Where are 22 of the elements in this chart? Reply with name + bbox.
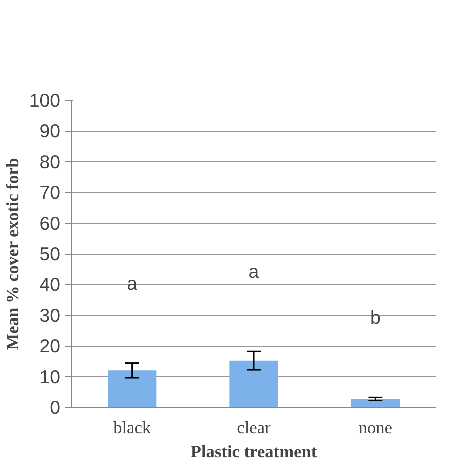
x-axis-title: Plastic treatment <box>190 442 318 462</box>
annotation: b <box>370 307 381 328</box>
y-tick-label: 30 <box>40 304 61 326</box>
bar <box>351 399 400 408</box>
annotation: a <box>127 272 138 294</box>
y-tick-label: 10 <box>40 366 61 388</box>
bar <box>108 370 157 408</box>
bar <box>230 360 278 408</box>
x-tick-label: black <box>114 418 152 438</box>
y-tick-label: 0 <box>50 397 61 418</box>
y-tick-label: 60 <box>40 212 61 234</box>
y-tick-label: 100 <box>29 90 61 111</box>
y-tick-label: 40 <box>40 274 61 296</box>
annotation: a <box>248 261 260 282</box>
y-tick-label: 90 <box>40 120 61 142</box>
x-tick-label: clear <box>237 418 272 438</box>
y-tick-label: 20 <box>40 336 61 357</box>
x-tick-label: none <box>358 418 393 438</box>
y-tick-label: 80 <box>40 151 61 172</box>
y-axis-title: Mean % cover exotic forb <box>3 158 22 350</box>
y-tick-label: 50 <box>40 244 61 264</box>
y-tick-label: 70 <box>40 182 61 204</box>
